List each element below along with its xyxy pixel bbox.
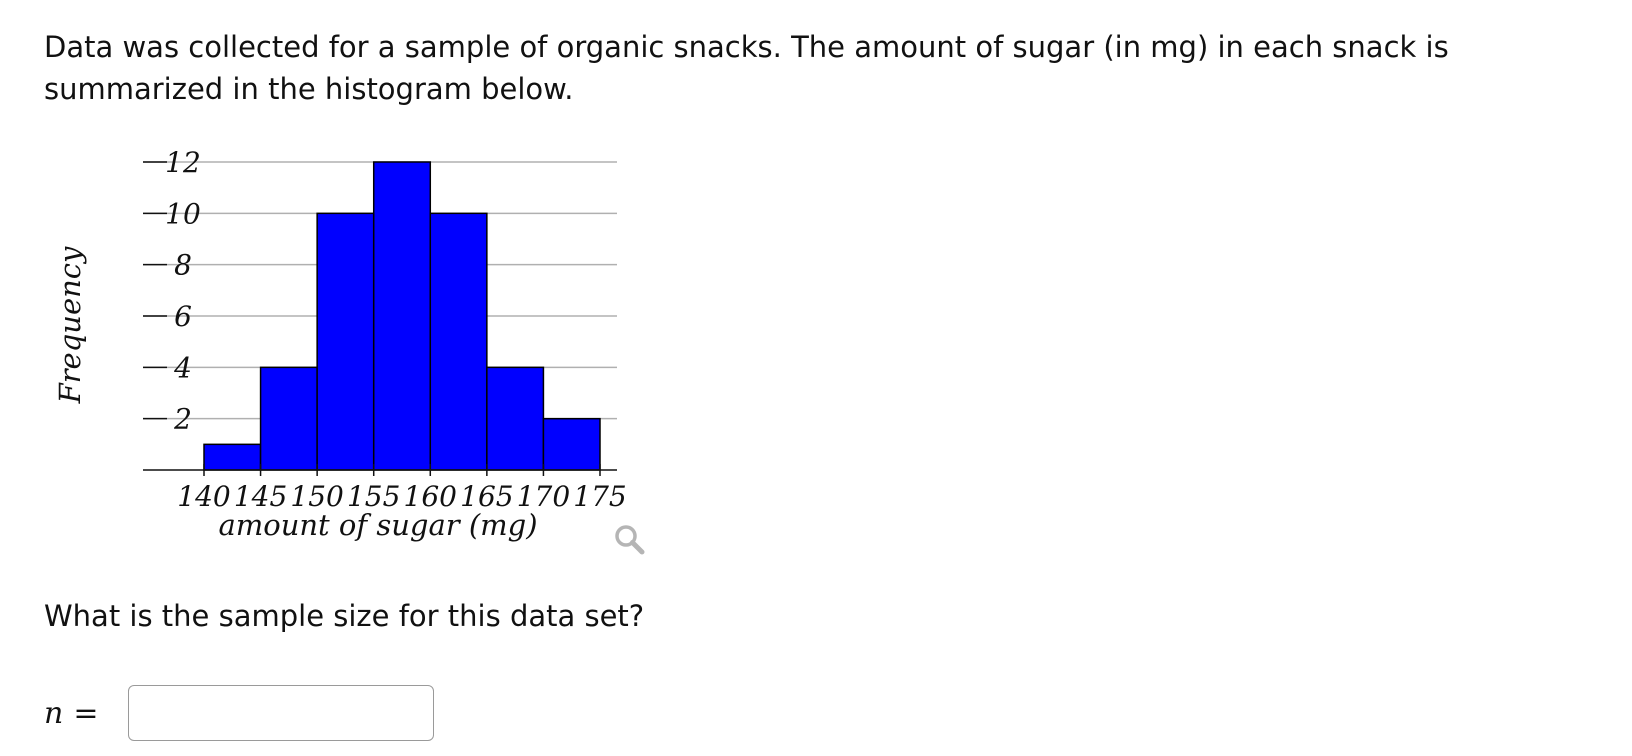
y-tick-label: 4 [173, 351, 192, 384]
histogram-bar [259, 366, 318, 471]
histogram-bar [203, 443, 262, 471]
equals-sign: = [73, 695, 99, 731]
x-tick-label: 140 [177, 480, 230, 513]
answer-label: n = [44, 695, 99, 731]
answer-row: n = [44, 684, 434, 742]
x-tick-label: 155 [347, 480, 400, 513]
x-tick-label: 145 [234, 480, 287, 513]
x-tick-label: 165 [460, 480, 513, 513]
histogram-bar [486, 366, 545, 471]
y-axis-label: Frequency [53, 246, 87, 404]
sample-size-input[interactable] [128, 685, 434, 741]
histogram-bar [542, 417, 601, 471]
y-tick-label: 2 [173, 403, 192, 436]
histogram-chart: 2 4 6 8 10 12 140 145 150 155 160 165 170 175 Frequen… [53, 146, 627, 542]
question-intro: Data was collected for a sample of organ… [44, 30, 1449, 106]
x-tick-label: 150 [290, 480, 343, 513]
x-tick-label: 175 [573, 480, 626, 513]
histogram-bar [316, 212, 375, 471]
bars [203, 161, 601, 471]
y-tick-label: 8 [174, 249, 192, 282]
y-tick-label: 12 [165, 146, 201, 179]
histogram-bar [429, 212, 488, 471]
x-tick-label: 160 [404, 480, 457, 513]
histogram-figure: 2 4 6 8 10 12 140 145 150 155 160 165 170 175 Frequen… [0, 0, 700, 580]
question-prompt: What is the sample size for this data se… [44, 599, 645, 633]
histogram-bar [372, 161, 432, 471]
x-axis-label: amount of sugar (mg) [218, 508, 537, 542]
magnifier-icon [615, 525, 645, 555]
x-tick-label: 170 [517, 480, 570, 513]
zoom-button[interactable] [612, 522, 648, 558]
y-tick-label: 10 [165, 197, 201, 230]
axes: 2 4 6 8 10 12 140 145 150 155 160 165 170 175 [143, 146, 627, 513]
y-tick-label: 6 [174, 300, 192, 333]
